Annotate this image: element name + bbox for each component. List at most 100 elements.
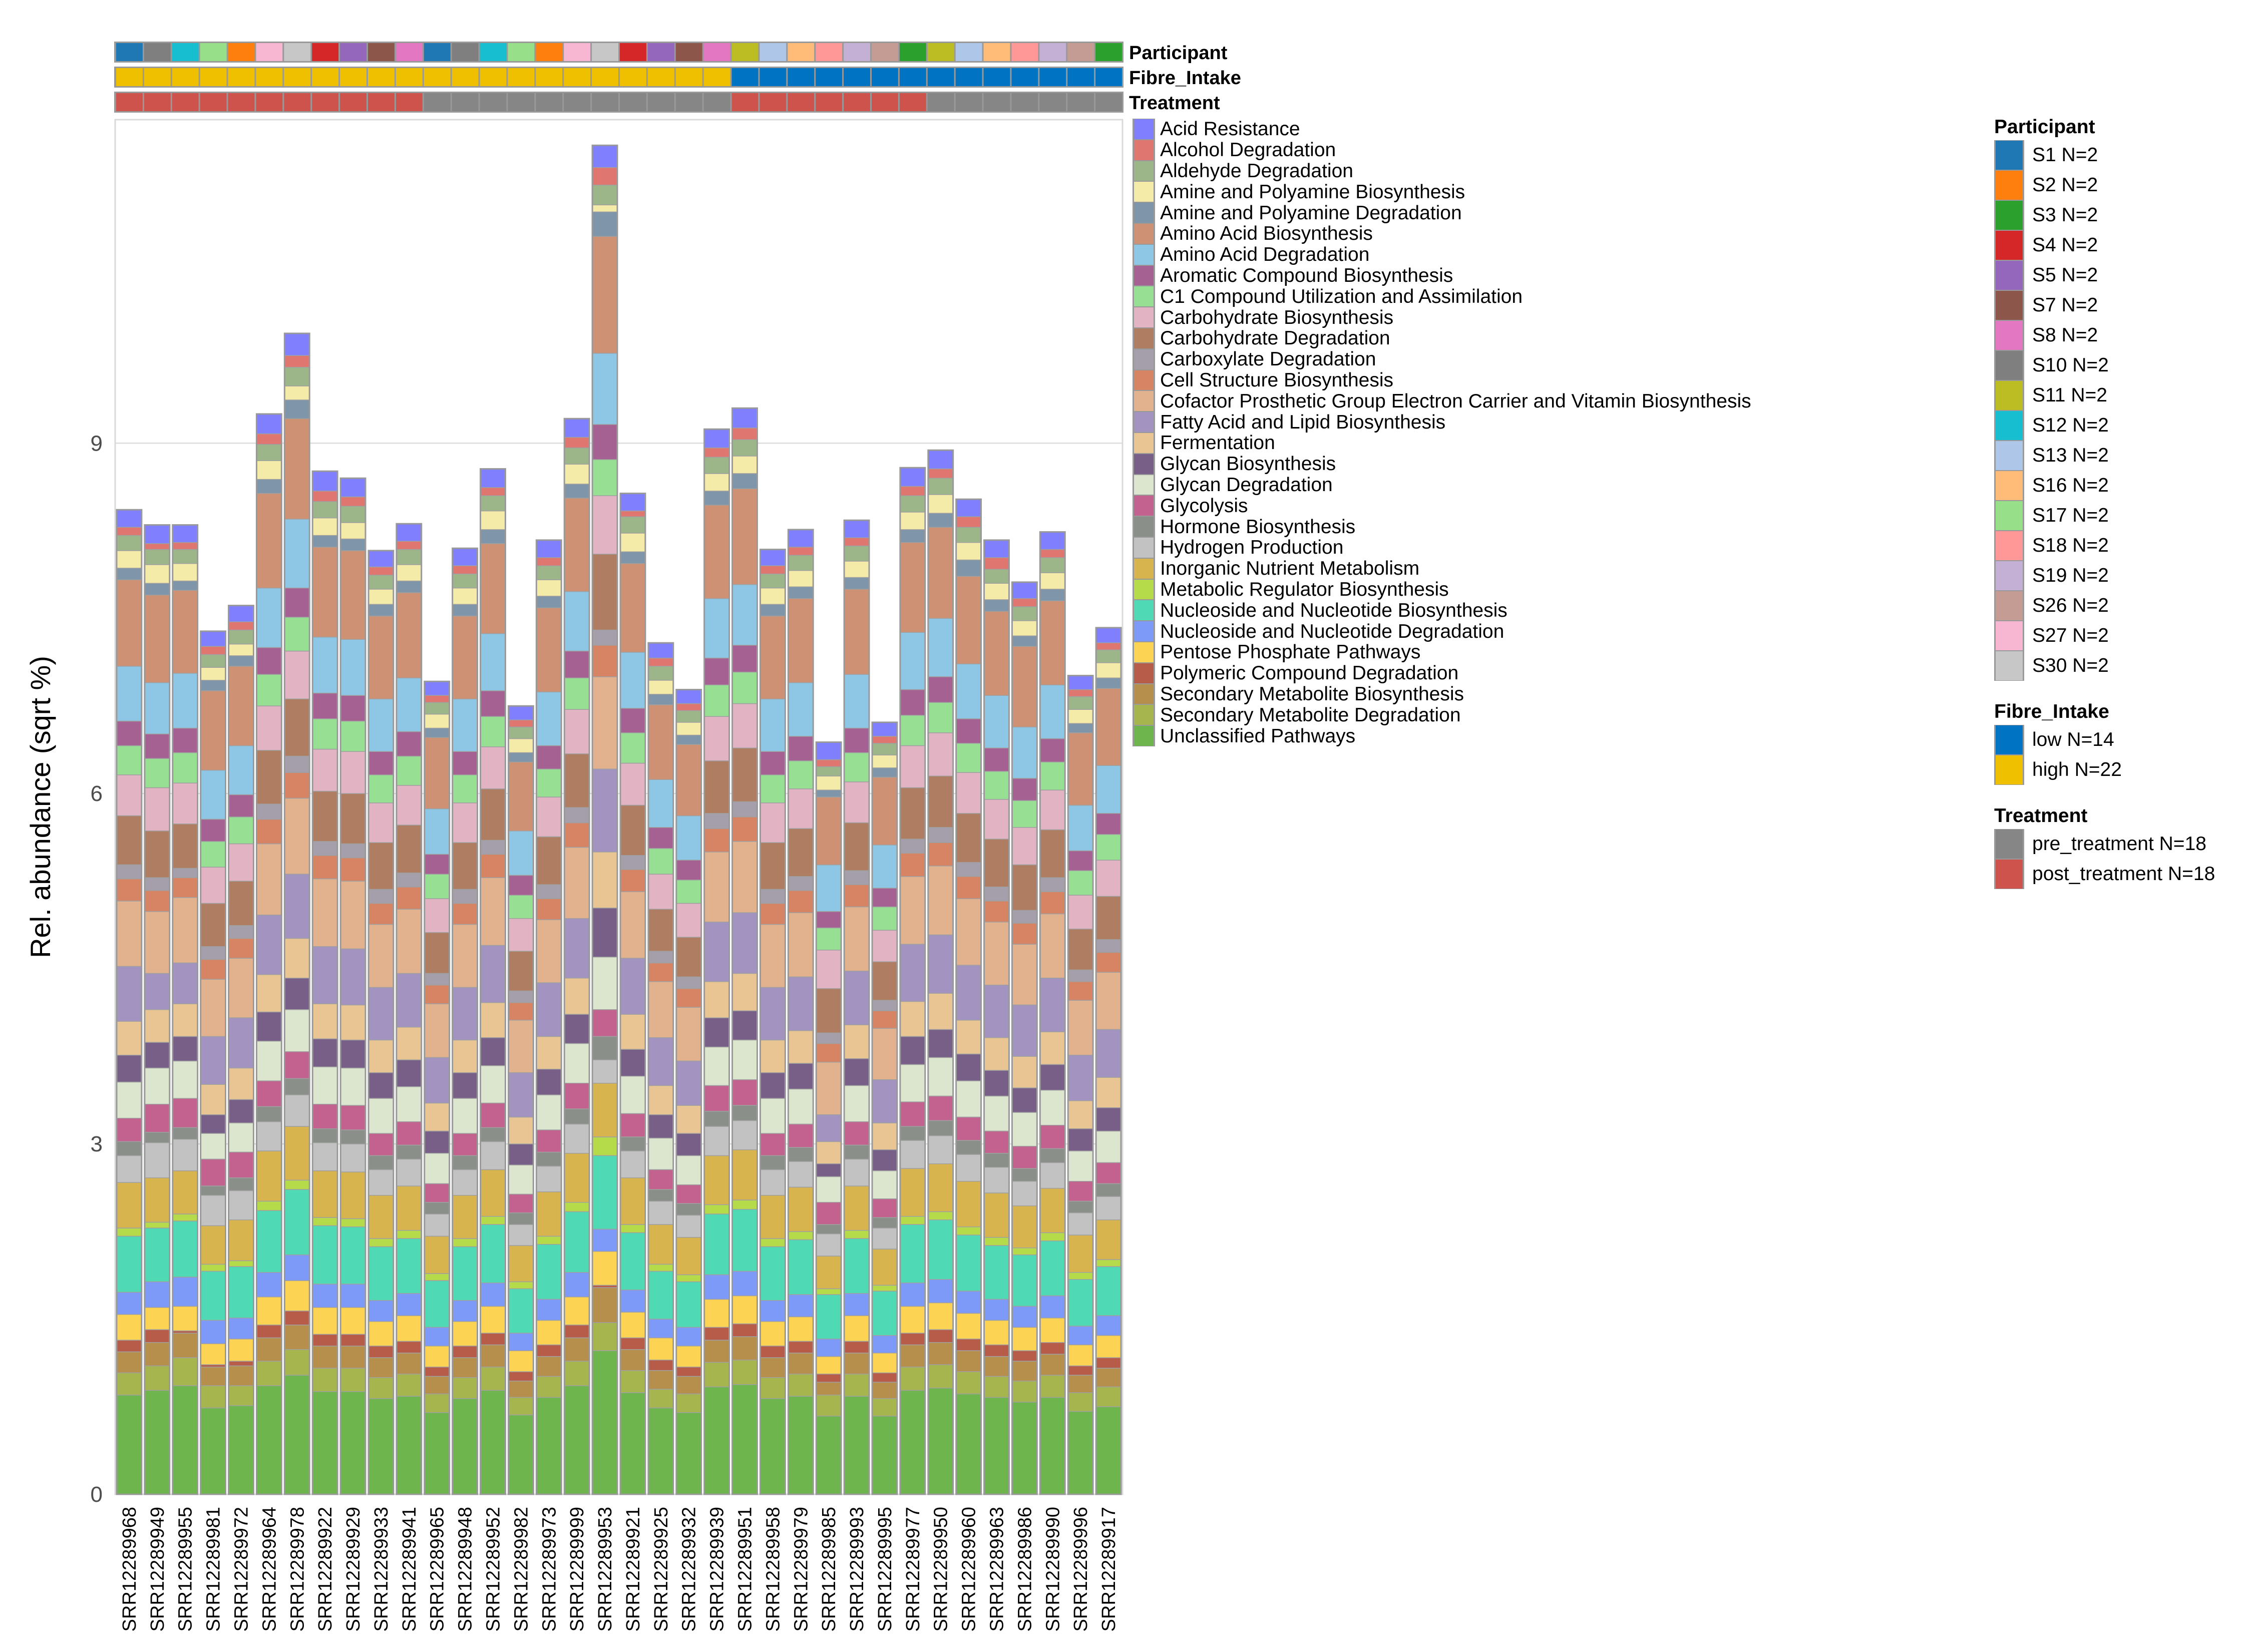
bar-segment-glycan-biosynthesis bbox=[620, 1049, 646, 1077]
bar-segment-amino-acid-biosynthesis bbox=[312, 547, 338, 638]
bar-segment-unclassified-pathways bbox=[116, 1394, 142, 1495]
y-tick-label: 0 bbox=[91, 1482, 103, 1507]
bar-segment-aldehyde-degradation bbox=[816, 766, 842, 776]
bar-segment-unclassified-pathways bbox=[452, 1398, 478, 1495]
bar-segment-cofactor-prosthetic-group-electron-carrier-and-vitamin-biosynthesis bbox=[200, 979, 226, 1037]
bar-segment-c1-compound-utilization-and-assimilation bbox=[760, 774, 786, 803]
bar-segment-cell-structure-biosynthesis bbox=[731, 816, 758, 842]
bar-segment-inorganic-nutrient-metabolism bbox=[480, 1169, 506, 1217]
bar-segment-secondary-metabolite-biosynthesis bbox=[872, 1382, 898, 1399]
bar-segment-alcohol-degradation bbox=[200, 646, 226, 655]
strip-cell-fibre-intake bbox=[731, 68, 759, 86]
bar-segment-nucleoside-and-nucleotide-degradation bbox=[536, 1299, 562, 1321]
bar-segment-nucleoside-and-nucleotide-biosynthesis bbox=[396, 1238, 422, 1294]
bar-segment-alcohol-degradation bbox=[340, 496, 366, 507]
strip-cell-participant bbox=[927, 43, 954, 61]
bar-segment-glycan-degradation bbox=[116, 1081, 142, 1119]
legend-label: S3 N=2 bbox=[2032, 204, 2098, 226]
bar-segment-glycolysis bbox=[424, 1183, 450, 1203]
bar-segment-glycolysis bbox=[1011, 1146, 1038, 1169]
bar-segment-amine-and-polyamine-degradation bbox=[760, 604, 786, 617]
bar-outline bbox=[1095, 627, 1122, 1495]
bar-segment-hydrogen-production bbox=[424, 1213, 450, 1237]
bar-segment-aldehyde-degradation bbox=[508, 726, 534, 739]
legend-item-secondary-metabolite-biosynthesis: Secondary Metabolite Biosynthesis bbox=[1133, 683, 1751, 705]
bar-segment-fatty-acid-and-lipid-biosynthesis bbox=[284, 874, 310, 939]
bar-segment-aromatic-compound-biosynthesis bbox=[1039, 738, 1065, 762]
bar-segment-fatty-acid-and-lipid-biosynthesis bbox=[1067, 1055, 1093, 1101]
bar-segment-fatty-acid-and-lipid-biosynthesis bbox=[536, 982, 562, 1037]
legend-label: Amine and Polyamine Biosynthesis bbox=[1160, 181, 1465, 203]
bar-segment-nucleoside-and-nucleotide-biosynthesis bbox=[116, 1235, 142, 1293]
bar-segment-metabolic-regulator-biosynthesis bbox=[1095, 1259, 1121, 1267]
bar-segment-pentose-phosphate-pathways bbox=[564, 1296, 590, 1326]
legend-item-s13: S13 N=2 bbox=[1994, 441, 2215, 471]
bar-segment-fatty-acid-and-lipid-biosynthesis bbox=[396, 973, 422, 1028]
bar-segment-aromatic-compound-biosynthesis bbox=[200, 818, 226, 842]
bar-segment-amino-acid-degradation bbox=[592, 352, 618, 425]
bar-segment-unclassified-pathways bbox=[703, 1386, 730, 1495]
x-tick-label: SRR12289922 bbox=[315, 1507, 336, 1631]
bar-segment-unclassified-pathways bbox=[592, 1350, 618, 1495]
bar-segment-aldehyde-degradation bbox=[340, 506, 366, 523]
bar-segment-acid-resistance bbox=[955, 499, 982, 517]
legend-swatch bbox=[1133, 453, 1155, 475]
strip-cell-treatment bbox=[675, 93, 702, 111]
bar-segment-cell-structure-biosynthesis bbox=[900, 853, 926, 877]
bar-segment-glycolysis bbox=[508, 1193, 534, 1213]
bar-segment-amine-and-polyamine-biosynthesis bbox=[228, 643, 254, 656]
strip-cell-participant bbox=[1039, 43, 1066, 61]
strip-cell-fibre-intake bbox=[480, 68, 507, 86]
bar-segment-secondary-metabolite-degradation bbox=[648, 1389, 674, 1409]
bar-segment-fatty-acid-and-lipid-biosynthesis bbox=[1095, 1029, 1121, 1078]
bar-segment-glycan-biosynthesis bbox=[396, 1059, 422, 1087]
strip-cell-participant bbox=[1095, 43, 1122, 61]
bar-segment-c1-compound-utilization-and-assimilation bbox=[816, 927, 842, 951]
bar-segment-pentose-phosphate-pathways bbox=[955, 1313, 982, 1340]
bar-segment-unclassified-pathways bbox=[424, 1412, 450, 1495]
bar-segment-amine-and-polyamine-degradation bbox=[116, 568, 142, 580]
legend-swatch bbox=[1994, 320, 2024, 350]
bar-segment-glycan-degradation bbox=[648, 1137, 674, 1170]
bar-segment-aldehyde-degradation bbox=[872, 743, 898, 755]
bar-segment-aldehyde-degradation bbox=[1039, 557, 1065, 573]
bar-segment-fermentation bbox=[788, 1030, 814, 1064]
bar-segment-fermentation bbox=[955, 1020, 982, 1055]
bar-segment-fermentation bbox=[900, 1001, 926, 1037]
bar-segment-amino-acid-degradation bbox=[816, 864, 842, 912]
legend-swatch bbox=[1133, 202, 1155, 223]
bar-segment-amino-acid-biosynthesis bbox=[144, 594, 170, 683]
bar-segment-inorganic-nutrient-metabolism bbox=[424, 1235, 450, 1274]
bar-segment-metabolic-regulator-biosynthesis bbox=[508, 1281, 534, 1290]
bar-segment-carboxylate-degradation bbox=[284, 755, 310, 773]
bar-segment-carboxylate-degradation bbox=[928, 827, 954, 843]
strip-cell-treatment bbox=[703, 93, 730, 111]
bar-segment-c1-compound-utilization-and-assimilation bbox=[452, 774, 478, 803]
bar-segment-metabolic-regulator-biosynthesis bbox=[928, 1211, 954, 1220]
bar-segment-fermentation bbox=[564, 978, 590, 1015]
bar-segment-acid-resistance bbox=[396, 523, 422, 542]
bar-segment-pentose-phosphate-pathways bbox=[928, 1302, 954, 1330]
bar-segment-carboxylate-degradation bbox=[424, 973, 450, 986]
bar-segment-alcohol-degradation bbox=[788, 547, 814, 556]
bar-segment-carboxylate-degradation bbox=[731, 801, 758, 817]
bar-segment-aromatic-compound-biosynthesis bbox=[676, 860, 702, 881]
strip-cell-treatment bbox=[536, 93, 563, 111]
legend-label: S2 N=2 bbox=[2032, 174, 2098, 196]
bar-segment-pentose-phosphate-pathways bbox=[731, 1295, 758, 1325]
bar-segment-inorganic-nutrient-metabolism bbox=[676, 1236, 702, 1276]
bar-segment-acid-resistance bbox=[1011, 582, 1038, 599]
bar-segment-amine-and-polyamine-degradation bbox=[872, 767, 898, 778]
bar-segment-polymeric-compound-degradation bbox=[536, 1344, 562, 1357]
bar-segment-secondary-metabolite-biosynthesis bbox=[424, 1376, 450, 1395]
strip-cell-treatment bbox=[116, 93, 143, 111]
bar-segment-glycolysis bbox=[452, 1133, 478, 1156]
bar-segment-amino-acid-biosynthesis bbox=[116, 579, 142, 667]
bar-segment-cofactor-prosthetic-group-electron-carrier-and-vitamin-biosynthesis bbox=[424, 1003, 450, 1058]
bar-segment-secondary-metabolite-degradation bbox=[368, 1377, 394, 1399]
bar-segment-fatty-acid-and-lipid-biosynthesis bbox=[676, 1060, 702, 1106]
bar-segment-carbohydrate-degradation bbox=[564, 753, 590, 808]
bar-segment-cell-structure-biosynthesis bbox=[1095, 952, 1121, 973]
bar-segment-polymeric-compound-degradation bbox=[844, 1341, 870, 1354]
bar-segment-carboxylate-degradation bbox=[676, 976, 702, 989]
